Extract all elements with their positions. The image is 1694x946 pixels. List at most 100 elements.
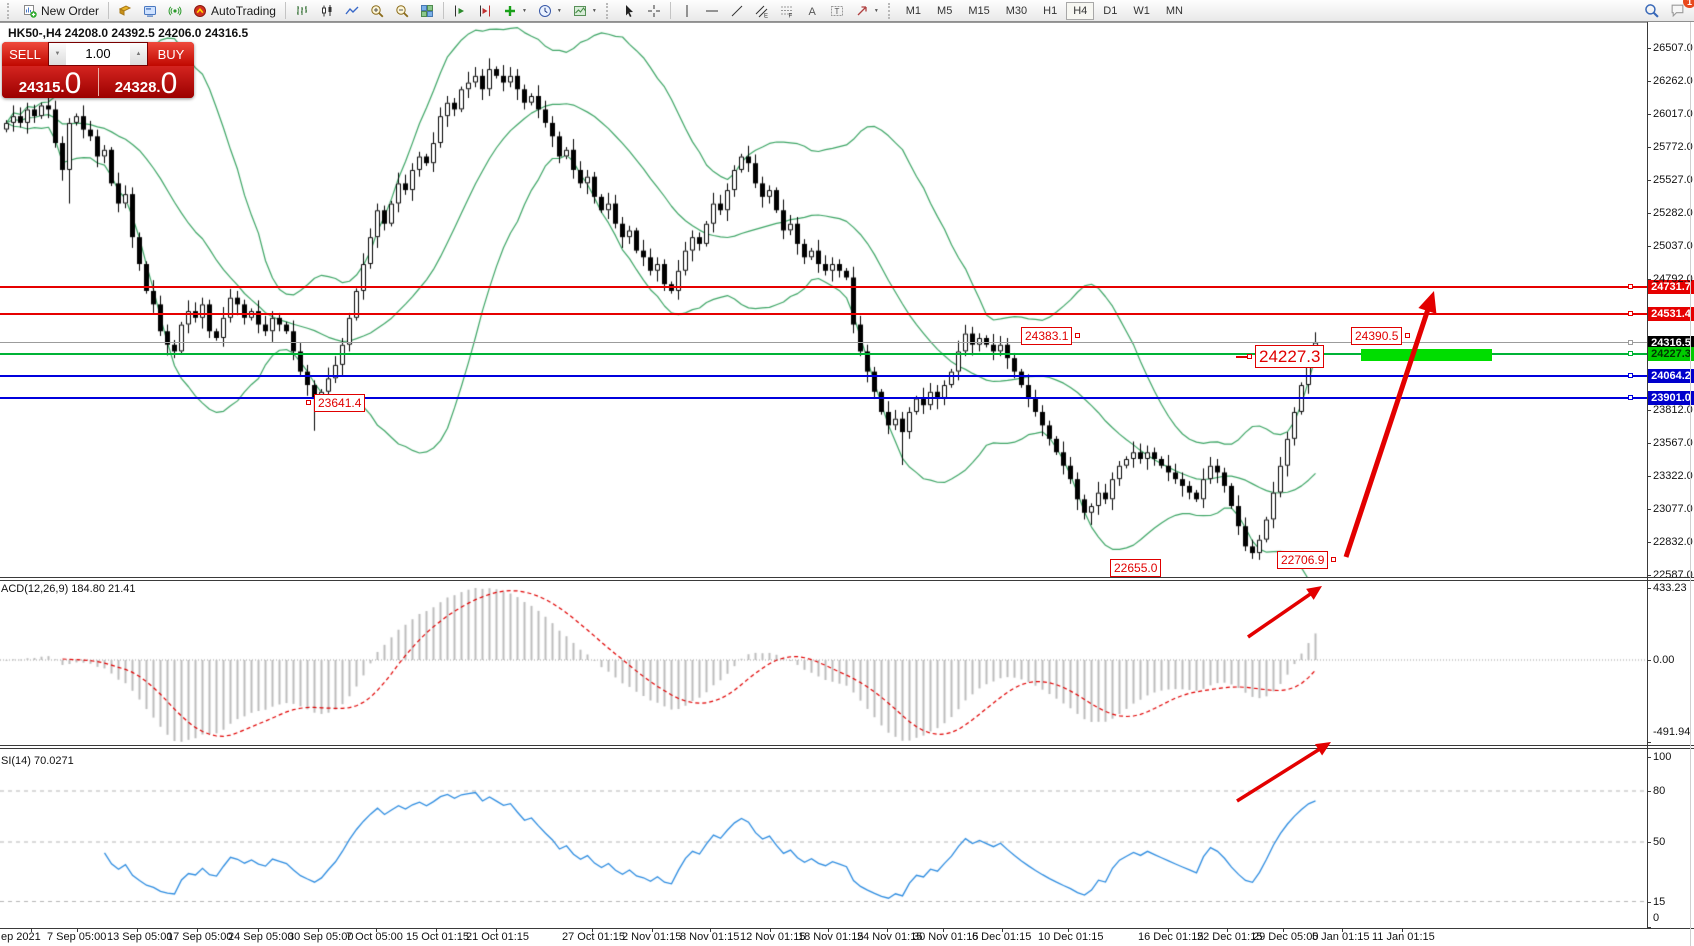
arrows-dropdown[interactable]: ▼ — [873, 7, 879, 14]
rsi-indicator-label: SI(14) 70.0271 — [1, 755, 74, 767]
add-indicator-button[interactable]: ▼ — [498, 1, 532, 21]
line-handle-24731.7[interactable] — [1628, 283, 1633, 289]
macd-panel-separator[interactable] — [0, 577, 1694, 581]
line-handle-24064.2[interactable] — [1628, 373, 1633, 379]
fibonacci-tool-button[interactable]: F — [775, 1, 799, 21]
annotation-handle[interactable] — [306, 400, 311, 405]
line-handle-24316.5[interactable] — [1628, 339, 1633, 345]
price-annotation-24227.3[interactable]: 24227.3 — [1236, 345, 1325, 368]
chat-button[interactable] — [1665, 0, 1690, 19]
horizontal-line-24316.5[interactable] — [0, 342, 1647, 343]
timeframe-button-M15[interactable]: M15 — [961, 2, 996, 20]
terminal-button[interactable] — [138, 1, 162, 21]
price-tick-label: 26262.0 — [1653, 74, 1693, 87]
search-button[interactable] — [1639, 1, 1664, 21]
chart-shift-button[interactable] — [473, 1, 497, 21]
terminal-icon — [144, 5, 157, 17]
channel-tool-button[interactable]: E — [750, 1, 774, 21]
auto-scroll-button[interactable] — [448, 1, 472, 21]
timeframe-button-H1[interactable]: H1 — [1036, 2, 1064, 20]
timeframe-button-M1[interactable]: M1 — [899, 2, 928, 20]
text-label-tool-button[interactable]: T — [825, 1, 849, 21]
toolbar-separator — [442, 2, 444, 19]
volume-increase-button[interactable]: ▲ — [130, 43, 147, 65]
autotrading-label: AutoTrading — [211, 3, 276, 18]
template-button[interactable]: ▼ — [568, 1, 602, 21]
periods-button[interactable]: ▼ — [533, 1, 567, 21]
signal-button[interactable] — [163, 1, 187, 21]
horizontal-line-24731.7[interactable] — [0, 285, 1647, 288]
volume-input[interactable]: 1.00 — [85, 46, 111, 61]
time-label: 17 Sep 05:00 — [167, 931, 233, 943]
bar-chart-button[interactable] — [290, 1, 314, 21]
timeframe-button-H4[interactable]: H4 — [1066, 1, 1095, 20]
horizontal-line-24531.4[interactable] — [0, 312, 1647, 315]
toolbar-grip[interactable] — [887, 2, 895, 19]
line-handle-24227.3[interactable] — [1628, 351, 1633, 357]
macd-indicator-label: ACD(12,26,9) 184.80 21.41 — [1, 583, 136, 595]
cursor-button[interactable] — [617, 1, 641, 21]
price-tick-mark — [1647, 476, 1651, 478]
horizontal-line-23901.0[interactable] — [0, 397, 1647, 400]
line-handle-23901.0[interactable] — [1628, 395, 1633, 401]
rsi-panel-canvas[interactable] — [0, 749, 1647, 928]
buy-button[interactable]: BUY — [148, 42, 194, 66]
price-annotation-22655.0[interactable]: 22655.0 — [1110, 559, 1162, 577]
line-chart-button[interactable] — [340, 1, 364, 21]
timeframe-button-W1[interactable]: W1 — [1126, 2, 1157, 20]
line-handle-24531.4[interactable] — [1628, 310, 1633, 316]
price-tick-label: 23567.0 — [1653, 437, 1693, 450]
vertical-line-tool-button[interactable] — [675, 1, 699, 21]
trendline-tool-button[interactable] — [725, 1, 749, 21]
toolbar-grip[interactable] — [7, 2, 14, 19]
price-tick-mark — [1647, 278, 1651, 280]
rsi-scale-label: 15 — [1653, 895, 1666, 908]
time-tick-mark — [31, 928, 32, 932]
rsi-tick-mark — [1647, 901, 1651, 903]
template-dropdown[interactable]: ▼ — [591, 7, 597, 14]
toolbar-separator — [669, 2, 671, 19]
horizontal-line-icon — [705, 10, 718, 11]
rsi-panel-separator[interactable] — [0, 745, 1694, 749]
price-tick-label: 25282.0 — [1653, 206, 1693, 219]
zoom-in-button[interactable] — [365, 1, 389, 21]
arrows-tool-button[interactable]: ▼ — [850, 1, 884, 21]
volume-decrease-button[interactable]: ▼ — [49, 43, 66, 65]
timeframe-button-M30[interactable]: M30 — [999, 2, 1034, 20]
sell-button[interactable]: SELL — [2, 42, 48, 66]
new-order-label: New Order — [41, 3, 100, 18]
periods-dropdown[interactable]: ▼ — [556, 7, 562, 14]
timeframe-button-M5[interactable]: M5 — [930, 2, 959, 20]
autotrading-button[interactable]: AutoTrading — [188, 1, 281, 21]
timeframe-button-MN[interactable]: MN — [1159, 2, 1190, 20]
horizontal-line-tool-button[interactable] — [700, 1, 724, 21]
svg-text:F: F — [788, 13, 792, 18]
main-chart-canvas[interactable] — [0, 22, 1647, 577]
macd-panel-canvas[interactable] — [0, 581, 1647, 745]
toolbar-grip[interactable] — [605, 2, 613, 19]
text-tool-button[interactable]: A — [800, 1, 824, 21]
time-tick-mark — [376, 928, 377, 932]
price-annotation-23641.4[interactable]: 23641.4 — [306, 394, 366, 412]
add-indicator-dropdown[interactable]: ▼ — [521, 7, 527, 14]
sell-price[interactable]: 24315. 0 — [2, 66, 98, 99]
annotation-handle[interactable] — [1075, 333, 1081, 338]
experts-button[interactable] — [113, 1, 137, 21]
notification-badge[interactable]: 1 — [1683, 0, 1694, 9]
annotation-handle[interactable] — [1331, 557, 1337, 562]
price-annotation-24383.1[interactable]: 24383.1 — [1021, 327, 1081, 345]
price-annotation-22706.9[interactable]: 22706.9 — [1277, 551, 1337, 569]
annotation-handle[interactable] — [1405, 333, 1411, 338]
zoom-out-button[interactable] — [390, 1, 414, 21]
highlight-rectangle[interactable] — [1361, 349, 1492, 361]
horizontal-line-24227.3[interactable] — [0, 353, 1647, 356]
crosshair-button[interactable] — [642, 1, 666, 21]
tile-windows-button[interactable] — [415, 1, 439, 21]
signal-icon — [168, 5, 182, 16]
buy-price[interactable]: 24328. 0 — [98, 66, 194, 99]
candlestick-chart-button[interactable] — [315, 1, 339, 21]
horizontal-line-24064.2[interactable] — [0, 375, 1647, 378]
new-order-button[interactable]: New Order — [18, 1, 104, 21]
price-annotation-24390.5[interactable]: 24390.5 — [1351, 327, 1411, 345]
timeframe-button-D1[interactable]: D1 — [1096, 2, 1124, 20]
